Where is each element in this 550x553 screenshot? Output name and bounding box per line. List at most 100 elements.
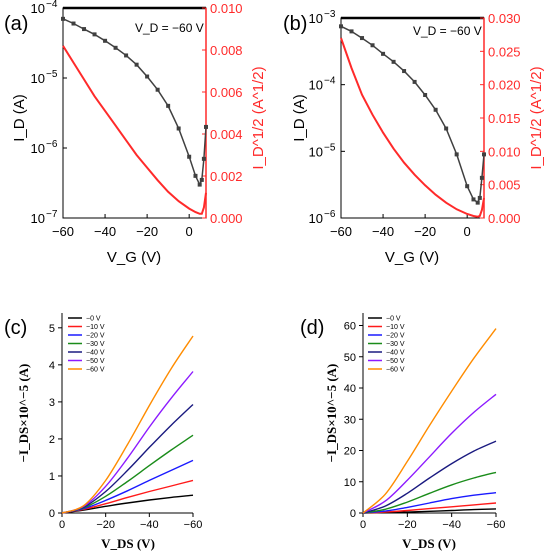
y-left-tick-exponent: −5: [46, 69, 58, 80]
panel-b-xlabel: V_G (V): [385, 249, 439, 266]
y-tick-label: 10: [344, 477, 356, 489]
panel-b-label: (b): [283, 13, 307, 35]
panel-d-plot-area: 0 −20 −40 −60 0 10 20 30 40 50 60: [344, 321, 506, 532]
panel-c-ylabel: −I_DS×10^−5 (A): [16, 364, 31, 463]
legend-label: −0 V: [86, 316, 101, 323]
legend-label: −10 V: [386, 324, 405, 331]
y-left-tick-label: 10: [31, 71, 45, 86]
legend-label: −50 V: [86, 358, 105, 365]
id-data-marker: [479, 175, 484, 180]
id-data-marker: [482, 152, 486, 157]
y-left-tick-exponent: −4: [46, 0, 58, 10]
y-left-tick-exponent: −6: [46, 139, 58, 150]
y-right-tick-label: 0.000: [488, 211, 521, 226]
panel-d: (d) 0 −20 −40 −60 0 10 20 30 40 50 60 −0 V−10 V −20…: [300, 313, 505, 551]
y-left-tick-label: 10: [31, 141, 45, 156]
y-right-tick-label: 0.010: [488, 144, 521, 159]
y-tick-label: 0: [350, 508, 356, 520]
y-left-tick-label: 10: [309, 144, 323, 159]
y-tick-label: 1: [49, 471, 55, 483]
y-left-tick-exponent: −5: [324, 142, 336, 153]
id-data-marker: [145, 74, 150, 79]
legend-label: −30 V: [386, 341, 405, 348]
x-tick-label: −40: [372, 224, 394, 239]
panel-a-label: (a): [4, 13, 28, 35]
output-curve: [61, 434, 194, 514]
x-tick-label: −20: [414, 224, 436, 239]
panel-b: (b) −60 −40 −20 010−610−510−410 −30.0000.005…: [283, 9, 545, 266]
panel-b-plot-area: −60 −40 −20 010−610−510−410 −30.0000.0050.01…: [309, 9, 521, 239]
y-right-tick-label: 0.002: [210, 169, 243, 184]
panel-c: (c) 0 −20 −40 −60 0 1 2 3 4 5 −0 V−10 V −20 V−30 V…: [4, 313, 202, 551]
id-data-marker: [155, 87, 160, 92]
panel-d-ylabel: −I_DS×10^−5 (A): [324, 364, 339, 463]
panel-a-xlabel: V_G (V): [107, 249, 161, 266]
legend-label: −20 V: [86, 333, 105, 340]
x-tick-label: −40: [140, 519, 159, 531]
x-tick-label: 0: [360, 519, 366, 531]
id-data-marker: [82, 27, 87, 32]
panel-b-right-ylabel: I_D^1/2 (A^1/2): [528, 66, 545, 169]
id-data-marker: [166, 103, 171, 108]
id-data-marker: [412, 79, 417, 84]
y-tick-label: 60: [344, 321, 356, 333]
x-tick-label: −20: [136, 224, 158, 239]
x-tick-label: 0: [464, 224, 471, 239]
x-tick-label: −20: [96, 519, 115, 531]
panel-d-xlabel: V_DS (V): [402, 536, 456, 551]
panel-a-annotation: V_D = −60 V: [135, 21, 204, 35]
y-tick-label: 2: [49, 434, 55, 446]
sqrt-id-curve: [340, 37, 485, 218]
legend-label: −10 V: [86, 324, 105, 331]
id-data-marker: [349, 29, 354, 34]
legend-label: −40 V: [86, 350, 105, 357]
x-tick-label: −60: [487, 519, 506, 531]
y-left-tick-label: 10: [309, 211, 323, 226]
id-data-marker: [454, 152, 459, 157]
panel-a-frame: [62, 7, 207, 219]
y-left-tick-exponent: −4: [324, 76, 336, 87]
y-tick-label: 4: [49, 360, 55, 372]
output-curve: [362, 471, 497, 514]
id-data-marker: [92, 32, 97, 37]
id-data-marker: [360, 36, 365, 41]
y-right-tick-label: 0.004: [210, 127, 243, 142]
x-tick-label: −40: [442, 519, 461, 531]
panel-c-legend: −0 V−10 V −20 V−30 V −40 V−50 V −60 V: [68, 316, 105, 374]
id-data-marker: [103, 38, 108, 43]
id-data-marker: [465, 184, 470, 189]
panel-d-legend: −0 V−10 V −20 V−30 V −40 V−50 V −60 V: [368, 316, 405, 374]
output-curve: [362, 502, 497, 514]
legend-label: −30 V: [86, 341, 105, 348]
legend-label: −50 V: [386, 358, 405, 365]
sqrt-id-curve: [62, 45, 207, 215]
x-tick-label: 0: [59, 519, 65, 531]
id-data-marker: [71, 21, 76, 26]
y-left-tick-exponent: −6: [324, 209, 336, 220]
y-tick-label: 3: [49, 397, 55, 409]
y-right-tick-label: 0.020: [488, 78, 521, 93]
x-tick-label: −40: [94, 224, 116, 239]
y-left-tick-exponent: −3: [324, 9, 336, 20]
id-data-marker: [475, 200, 480, 205]
id-data-marker: [471, 197, 476, 202]
panel-c-plot-area: 0 −20 −40 −60 0 1 2 3 4 5: [49, 323, 202, 531]
id-data-marker: [113, 45, 118, 50]
y-tick-label: 5: [49, 323, 55, 335]
id-data-marker: [124, 53, 129, 58]
id-data-marker: [423, 92, 428, 97]
y-right-tick-label: 0.006: [210, 85, 243, 100]
panel-b-frame: [340, 17, 485, 219]
legend-label: −40 V: [386, 350, 405, 357]
y-left-tick-label: 10: [31, 1, 45, 16]
id-data-marker: [477, 195, 482, 200]
panel-a-plot-area: −60 −40 −20 010−710−610−510 −40.0000.0020.00…: [31, 0, 243, 239]
id-data-marker: [199, 177, 204, 182]
y-left-tick-label: 10: [309, 11, 323, 26]
id-data-marker: [433, 107, 438, 112]
output-curve: [61, 459, 194, 514]
output-curve: [61, 371, 194, 514]
panel-a: (a) −60 −40 −20 010−710−610−510 −40.0000.002…: [4, 0, 267, 266]
y-right-tick-label: 0.010: [210, 1, 243, 16]
